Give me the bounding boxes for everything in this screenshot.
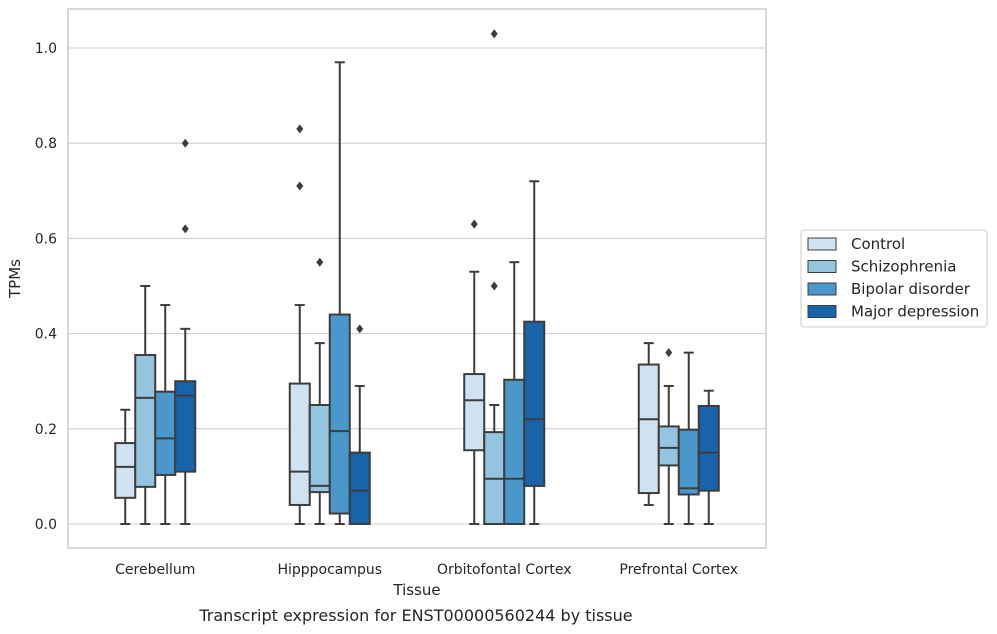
outlier-point: [470, 219, 478, 229]
box-bipolar-disorder: [154, 304, 177, 525]
box-major-depression: [697, 389, 720, 525]
box-major-depression: [523, 180, 546, 525]
box-iqr: [308, 404, 331, 494]
x-tick-label: Orbitofontal Cortex: [437, 562, 572, 578]
box-major-depression: [348, 324, 371, 526]
y-tick-label: 0.2: [35, 422, 57, 438]
x-tick-label: Hipppocampus: [277, 562, 382, 578]
box-control: [637, 342, 660, 506]
outlier-point: [665, 348, 673, 358]
x-tick-label: Prefrontal Cortex: [619, 562, 738, 578]
legend: Control Schizophrenia Bipolar disorder Majo…: [800, 229, 988, 328]
legend-swatch: [807, 260, 837, 273]
outlier-point: [296, 124, 304, 134]
box-schizophrenia: [657, 348, 680, 525]
box-iqr: [288, 382, 311, 506]
outlier-point: [296, 181, 304, 191]
outlier-point: [490, 29, 498, 39]
box-control: [463, 219, 486, 525]
box-iqr: [657, 425, 680, 467]
y-tick-label: 0.8: [35, 136, 57, 152]
box-iqr: [328, 313, 351, 515]
y-axis-label: TPMs: [6, 259, 24, 299]
x-tick-labels: Cerebellum Hipppocampus Orbitofontal Corte…: [115, 562, 738, 578]
legend-label: Schizophrenia: [851, 258, 956, 276]
legend-swatch: [807, 237, 837, 251]
box-bipolar-disorder: [328, 61, 351, 525]
legend-frame: [800, 229, 988, 328]
y-tick-label: 0.4: [35, 327, 57, 343]
outlier-point: [181, 224, 189, 234]
x-tick-label: Cerebellum: [115, 562, 195, 578]
box-iqr: [114, 442, 137, 499]
box-iqr: [677, 428, 700, 496]
legend-label: Control: [851, 235, 905, 253]
box-iqr: [463, 373, 486, 452]
y-tick-label: 0.0: [35, 517, 57, 533]
box-iqr: [134, 354, 157, 488]
box-iqr: [174, 380, 197, 473]
legend-swatch: [807, 282, 837, 296]
box-iqr: [637, 363, 660, 495]
box-iqr: [154, 390, 177, 476]
x-axis-label: Tissue: [392, 581, 440, 599]
legend-swatch: [807, 305, 837, 318]
y-tick-label: 1.0: [35, 41, 57, 57]
y-tick-label: 0.6: [35, 231, 57, 247]
outlier-point: [490, 281, 498, 291]
boxes: [114, 29, 720, 526]
y-tick-labels: 0.0 0.2 0.4 0.6 0.8 1.0: [35, 41, 57, 533]
box-control: [114, 408, 137, 525]
figure-caption: Transcript expression for ENST0000056024…: [199, 606, 633, 625]
box-major-depression: [174, 138, 197, 525]
box-iqr: [503, 378, 526, 525]
legend-label: Bipolar disorder: [851, 280, 971, 298]
box-iqr: [523, 320, 546, 487]
outlier-point: [356, 324, 364, 334]
box-iqr: [697, 404, 720, 492]
box-iqr: [348, 451, 371, 526]
legend-label: Major depression: [851, 303, 979, 321]
plot-frame: [67, 8, 767, 549]
outlier-point: [181, 138, 189, 148]
outlier-point: [316, 257, 324, 267]
